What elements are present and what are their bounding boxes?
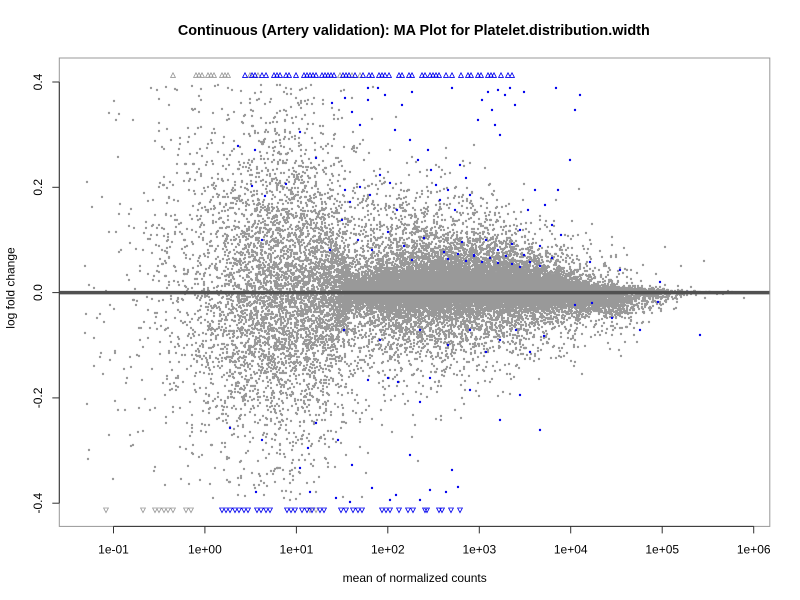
svg-text:mean of normalized counts: mean of normalized counts	[343, 571, 487, 585]
svg-text:-0.4: -0.4	[31, 493, 45, 514]
svg-text:log fold change: log fold change	[3, 247, 17, 329]
svg-text:1e+06: 1e+06	[737, 542, 771, 556]
svg-text:1e+04: 1e+04	[554, 542, 588, 556]
svg-text:0.4: 0.4	[31, 73, 45, 90]
svg-text:Continuous (Artery validation): Continuous (Artery validation): MA Plot …	[178, 23, 650, 39]
svg-text:1e+01: 1e+01	[280, 542, 314, 556]
svg-text:0.2: 0.2	[31, 179, 45, 196]
svg-text:1e-01: 1e-01	[98, 542, 129, 556]
svg-text:1e+05: 1e+05	[645, 542, 679, 556]
svg-text:1e+03: 1e+03	[462, 542, 496, 556]
svg-text:1e+02: 1e+02	[371, 542, 405, 556]
svg-text:1e+00: 1e+00	[188, 542, 222, 556]
svg-text:-0.2: -0.2	[31, 387, 45, 408]
svg-text:0.0: 0.0	[31, 284, 45, 301]
